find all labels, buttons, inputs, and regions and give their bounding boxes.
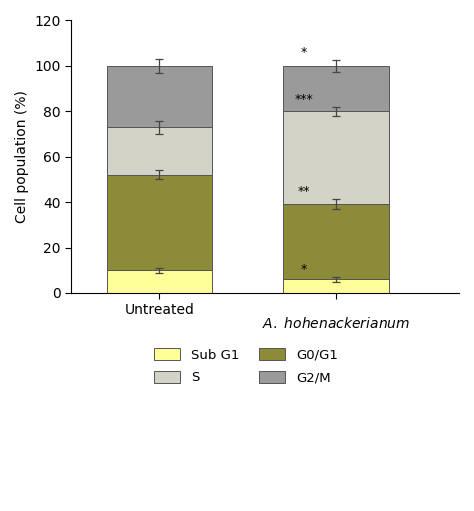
Bar bbox=[283, 111, 389, 204]
Text: **: ** bbox=[298, 185, 310, 198]
Bar bbox=[107, 127, 212, 175]
Bar bbox=[107, 175, 212, 270]
Bar bbox=[283, 280, 389, 293]
Bar bbox=[283, 204, 389, 280]
Bar bbox=[107, 270, 212, 293]
Bar bbox=[283, 66, 389, 111]
Text: *: * bbox=[301, 46, 307, 59]
Y-axis label: Cell population (%): Cell population (%) bbox=[15, 90, 29, 223]
Text: *: * bbox=[301, 263, 307, 276]
Text: ***: *** bbox=[294, 92, 313, 106]
Legend: Sub G1, S, G0/G1, G2/M: Sub G1, S, G0/G1, G2/M bbox=[148, 343, 343, 390]
Text: $\mathit{A.\ hohenackerianum}$: $\mathit{A.\ hohenackerianum}$ bbox=[262, 316, 410, 331]
Bar bbox=[107, 66, 212, 127]
